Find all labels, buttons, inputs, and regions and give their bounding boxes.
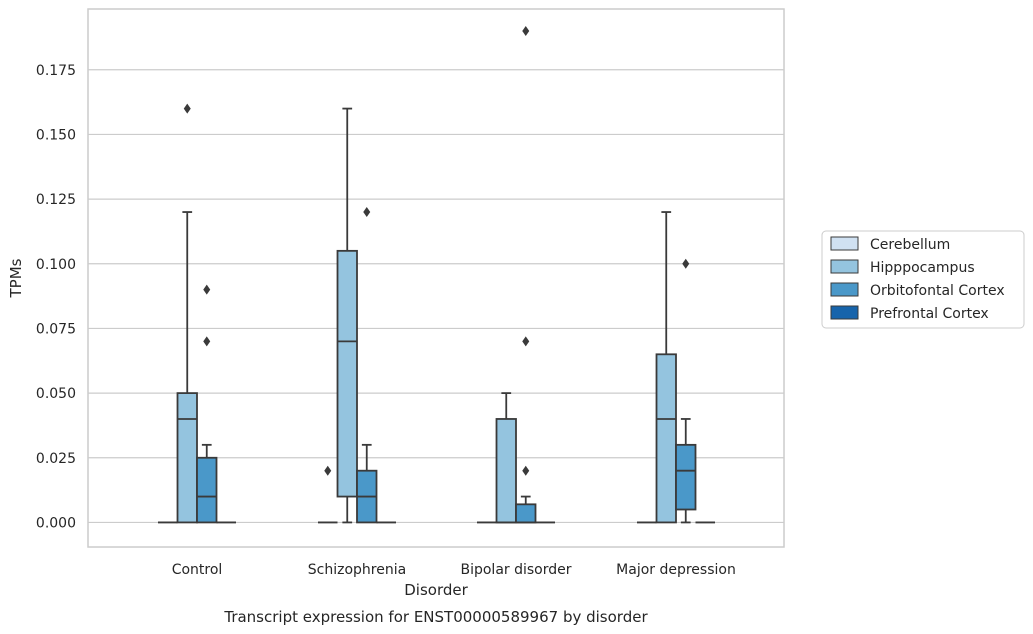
y-axis-ticks: 0.000 0.025 0.050 0.075 0.100 0.125 0.150 0.175 [36, 63, 76, 532]
box-body [655, 353, 677, 524]
y-tick-label: 0.025 [36, 451, 76, 467]
outlier-point [203, 284, 211, 295]
box-body [495, 418, 517, 524]
legend-swatch [830, 282, 859, 297]
outlier-point [363, 207, 371, 218]
box-2-2 [515, 25, 537, 524]
box-1-2 [356, 207, 378, 524]
box-1-1 [336, 107, 358, 524]
outlier-point [522, 25, 530, 36]
legend-label: Cerebellum [870, 237, 950, 253]
y-tick-label: 0.075 [36, 321, 76, 337]
x-tick-label: Schizophrenia [308, 562, 406, 578]
x-axis-ticks: Control Schizophrenia Bipolar disorder Majo… [172, 562, 736, 578]
box-0-1 [176, 103, 198, 524]
y-tick-label: 0.125 [36, 192, 76, 208]
box-1-0 [318, 465, 338, 524]
box-body [515, 503, 537, 524]
box-body [196, 456, 218, 524]
y-tick-label: 0.150 [36, 127, 76, 143]
y-tick-label: 0.000 [36, 515, 76, 531]
box-2-1 [495, 392, 517, 524]
legend-label: Prefrontal Cortex [870, 306, 989, 322]
legend-label: Orbitofontal Cortex [870, 283, 1005, 299]
outlier-point [682, 258, 690, 269]
outlier-point [203, 336, 211, 347]
outlier-point [183, 103, 191, 114]
box-body [675, 443, 697, 511]
box-body [336, 249, 358, 498]
y-tick-label: 0.050 [36, 386, 76, 402]
box-0-2 [196, 284, 218, 524]
legend-swatch [830, 259, 859, 274]
legend-label: Hipppocampus [870, 260, 975, 276]
y-tick-label: 0.175 [36, 63, 76, 79]
outlier-point [522, 336, 530, 347]
x-tick-label: Control [172, 562, 223, 578]
box-body [176, 392, 198, 524]
y-axis-label: TPMs [7, 258, 25, 298]
x-tick-label: Bipolar disorder [460, 562, 571, 578]
legend-swatch [830, 305, 859, 320]
box-3-2 [675, 258, 697, 524]
x-tick-label: Major depression [616, 562, 736, 578]
chart-caption: Transcript expression for ENST0000058996… [223, 608, 648, 626]
outlier-point [324, 465, 332, 476]
box-plots [158, 25, 715, 524]
plot-frame [87, 8, 785, 548]
legend-frame [821, 230, 1025, 329]
box-3-1 [655, 211, 677, 524]
x-axis-label: Disorder [404, 581, 468, 599]
outlier-point [522, 465, 530, 476]
legend: Cerebellum Hipppocampus Orbitofontal Corte… [821, 230, 1025, 329]
y-tick-label: 0.100 [36, 257, 76, 273]
legend-swatch [830, 236, 859, 251]
